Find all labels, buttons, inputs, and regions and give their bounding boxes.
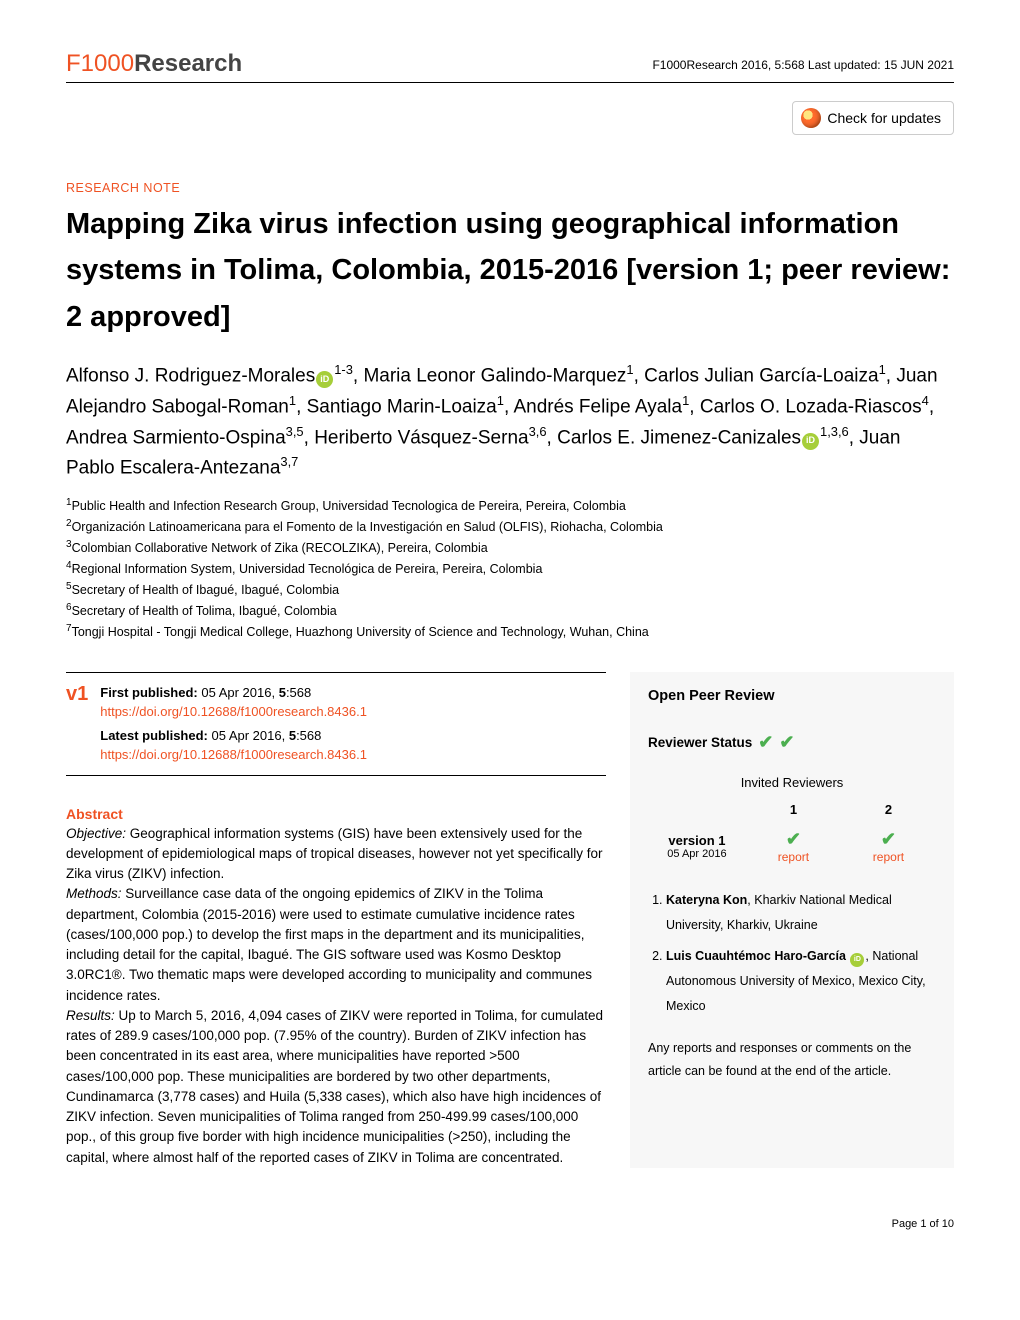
- check-icon: ✔: [786, 829, 801, 849]
- abstract-heading: Abstract: [66, 806, 606, 822]
- reviewer-status: Reviewer Status ✔ ✔: [648, 732, 936, 753]
- reviewer-name: Luis Cuauhtémoc Haro-García: [666, 949, 846, 963]
- first-published-date: 05 Apr 2016,: [198, 685, 279, 700]
- latest-published-vol: 5: [289, 728, 296, 743]
- author: Andrés Felipe Ayala: [513, 396, 682, 417]
- affil-sup: 1: [289, 393, 296, 408]
- crossmark-icon: [801, 108, 821, 128]
- check-icon: ✔: [779, 732, 794, 753]
- orcid-icon[interactable]: [316, 371, 333, 388]
- latest-published-page: :568: [296, 728, 321, 743]
- reviewer-col-2: 2: [841, 796, 936, 823]
- logo-prefix: F1000: [66, 50, 134, 77]
- abstract-results-label: Results:: [66, 1008, 115, 1023]
- affiliation: Colombian Collaborative Network of Zika …: [72, 541, 488, 555]
- affil-sup: 1: [879, 362, 886, 377]
- check-icon: ✔: [758, 732, 773, 753]
- affil-sup: 4: [922, 393, 929, 408]
- affiliation: Public Health and Infection Research Gro…: [72, 499, 626, 513]
- invited-reviewers-label: Invited Reviewers: [648, 775, 936, 790]
- author: Alfonso J. Rodriguez-Morales: [66, 366, 315, 387]
- affiliation: Secretary of Health of Tolima, Ibagué, C…: [72, 604, 337, 618]
- abstract-body: Objective: Geographical information syst…: [66, 824, 606, 1168]
- affil-sup: 3,7: [280, 454, 298, 469]
- reviewer-item: Luis Cuauhtémoc Haro-García , National A…: [666, 944, 936, 1019]
- version-block: v1 First published: 05 Apr 2016, 5:568 h…: [66, 672, 606, 776]
- review-footer: Any reports and responses or comments on…: [648, 1037, 936, 1085]
- abstract-objective-label: Objective:: [66, 826, 126, 841]
- affiliation: Organización Latinoamericana para el Fom…: [72, 520, 663, 534]
- author: Maria Leonor Galindo-Marquez: [363, 366, 626, 387]
- latest-published-date: 05 Apr 2016,: [208, 728, 289, 743]
- review-table: 1 2 version 1 05 Apr 2016 ✔ report ✔ rep…: [648, 796, 936, 870]
- report-link[interactable]: report: [845, 850, 932, 864]
- peer-review-panel: Open Peer Review Reviewer Status ✔ ✔ Inv…: [630, 672, 954, 1168]
- journal-logo: F1000Research: [66, 50, 242, 78]
- author: Andrea Sarmiento-Ospina: [66, 427, 286, 448]
- reviewer-status-label: Reviewer Status: [648, 735, 752, 750]
- affil-sup: 3,5: [286, 424, 304, 439]
- first-doi-link[interactable]: https://doi.org/10.12688/f1000research.8…: [100, 702, 606, 722]
- latest-doi-link[interactable]: https://doi.org/10.12688/f1000research.8…: [100, 745, 606, 765]
- first-published-vol: 5: [279, 685, 286, 700]
- abstract-objective: Geographical information systems (GIS) h…: [66, 826, 603, 882]
- article-type: RESEARCH NOTE: [66, 181, 954, 195]
- citation-line: F1000Research 2016, 5:568 Last updated: …: [652, 50, 954, 72]
- orcid-icon[interactable]: [802, 433, 819, 450]
- affil-sup: 1: [682, 393, 689, 408]
- affiliations: 1Public Health and Infection Research Gr…: [66, 495, 954, 641]
- affil-sup: 1,3,6: [820, 424, 849, 439]
- authors: Alfonso J. Rodriguez-Morales1-3, Maria L…: [66, 360, 954, 483]
- check-icon: ✔: [881, 829, 896, 849]
- version-label: version 1: [668, 833, 725, 848]
- version-tag: v1: [66, 683, 88, 765]
- abstract-methods-label: Methods:: [66, 886, 122, 901]
- author: Carlos E. Jimenez-Canizales: [557, 427, 801, 448]
- reviewer-item: Kateryna Kon, Kharkiv National Medical U…: [666, 888, 936, 938]
- affil-sup: 1: [497, 393, 504, 408]
- abstract-methods: Surveillance case data of the ongoing ep…: [66, 886, 592, 1002]
- latest-published-label: Latest published:: [100, 728, 208, 743]
- affiliation: Secretary of Health of Ibagué, Ibagué, C…: [72, 583, 340, 597]
- version-date: 05 Apr 2016: [652, 848, 742, 860]
- author: Carlos Julian García-Loaiza: [644, 366, 878, 387]
- affil-sup: 1: [626, 362, 633, 377]
- reviewer-col-1: 1: [746, 796, 841, 823]
- open-peer-review-heading: Open Peer Review: [648, 688, 936, 704]
- report-link[interactable]: report: [750, 850, 837, 864]
- author: Heriberto Vásquez-Serna: [314, 427, 528, 448]
- check-updates-button[interactable]: Check for updates: [792, 101, 954, 135]
- abstract-results: Up to March 5, 2016, 4,094 cases of ZIKV…: [66, 1008, 603, 1165]
- page-number: Page 1 of 10: [66, 1218, 954, 1230]
- article-title: Mapping Zika virus infection using geogr…: [66, 201, 954, 340]
- reviewer-name: Kateryna Kon: [666, 893, 747, 907]
- header: F1000Research F1000Research 2016, 5:568 …: [66, 50, 954, 83]
- orcid-icon[interactable]: [850, 953, 864, 967]
- affil-sup: 3,6: [529, 424, 547, 439]
- author: Carlos O. Lozada-Riascos: [700, 396, 922, 417]
- logo-suffix: Research: [134, 50, 242, 77]
- affil-sup: 1-3: [334, 362, 353, 377]
- author: Santiago Marin-Loaiza: [307, 396, 497, 417]
- reviewer-list: Kateryna Kon, Kharkiv National Medical U…: [648, 888, 936, 1019]
- first-published-label: First published:: [100, 685, 198, 700]
- first-published-page: :568: [286, 685, 311, 700]
- affiliation: Regional Information System, Universidad…: [72, 562, 543, 576]
- affiliation: Tongji Hospital - Tongji Medical College…: [72, 625, 649, 639]
- check-updates-label: Check for updates: [827, 110, 941, 126]
